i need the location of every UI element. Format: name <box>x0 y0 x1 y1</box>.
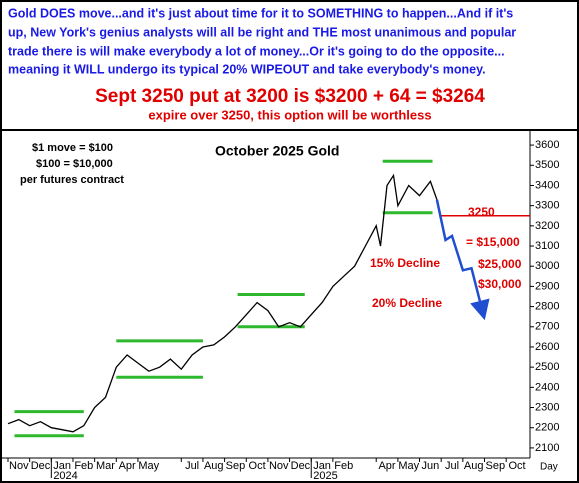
y-tick-label: 2400 <box>535 381 559 393</box>
y-tick-label: 3000 <box>535 260 559 272</box>
y-tick-label: 3300 <box>535 200 559 212</box>
x-axis-label: Day <box>540 462 558 473</box>
y-tick-label: 2700 <box>535 321 559 333</box>
x-tick-label: Dec <box>31 460 51 472</box>
x-tick-label: Jul <box>185 460 199 472</box>
x-tick-label: Feb <box>334 460 353 472</box>
note: per futures contract <box>20 174 124 186</box>
note: $1 move = $100 <box>32 142 113 154</box>
header-line: up, New York's genius analysts will all … <box>8 25 516 39</box>
y-tick-label: 2600 <box>535 341 559 353</box>
x-tick-label: Oct <box>249 460 266 472</box>
note: $100 = $10,000 <box>36 158 113 170</box>
x-tick-label: Sep <box>486 460 506 472</box>
annotation: $30,000 <box>478 277 522 291</box>
price-line <box>7 173 438 433</box>
projection-line <box>435 199 490 321</box>
annotation: 15% Decline <box>370 256 440 270</box>
y-tick-label: 3500 <box>535 159 559 171</box>
x-tick-label: Aug <box>204 460 224 472</box>
chart-title: October 2025 Gold <box>215 143 339 159</box>
header-line: trade there is will make everybody a lot… <box>8 44 505 58</box>
x-tick-label: Sep <box>226 460 246 472</box>
x-tick-label: May <box>398 460 419 472</box>
x-tick-label: Apr <box>119 460 136 472</box>
year-label: 2025 <box>313 470 337 482</box>
headline: Sept 3250 put at 3200 is $3200 + 64 = $3… <box>95 86 485 107</box>
x-tick-label: Mar <box>96 460 115 472</box>
y-tick-label: 2500 <box>535 361 559 373</box>
x-tick-label: Aug <box>464 460 484 472</box>
x-tick-label: Dec <box>291 460 311 472</box>
x-tick-label: Nov <box>269 460 289 472</box>
subheadline: expire over 3250, this option will be wo… <box>148 107 431 122</box>
x-tick-label: Jan <box>53 460 71 472</box>
annotation: $25,000 <box>478 257 522 271</box>
y-tick-label: 2800 <box>535 301 559 313</box>
x-tick-label: Jan <box>313 460 331 472</box>
x-tick-label: Oct <box>508 460 525 472</box>
annotation: = $15,000 <box>466 235 520 249</box>
y-tick-label: 3600 <box>535 139 559 151</box>
header-line: meaning it WILL undergo its typical 20% … <box>8 62 486 76</box>
annotation: 3250 <box>468 205 495 219</box>
y-tick-label: 2100 <box>535 442 559 454</box>
year-label: 2024 <box>53 470 77 482</box>
x-tick-label: Jun <box>421 460 439 472</box>
header-line: Gold DOES move...and it's just about tim… <box>8 6 513 20</box>
y-tick-label: 2900 <box>535 280 559 292</box>
y-tick-label: 3100 <box>535 240 559 252</box>
x-tick-label: Jul <box>445 460 459 472</box>
x-tick-label: Apr <box>378 460 395 472</box>
x-tick-label: Feb <box>74 460 93 472</box>
x-tick-label: May <box>138 460 159 472</box>
y-tick-label: 3200 <box>535 220 559 232</box>
y-tick-label: 3400 <box>535 179 559 191</box>
x-tick-label: Nov <box>9 460 29 472</box>
y-tick-label: 2300 <box>535 401 559 413</box>
y-tick-label: 2200 <box>535 422 559 434</box>
annotation: 20% Decline <box>372 296 442 310</box>
